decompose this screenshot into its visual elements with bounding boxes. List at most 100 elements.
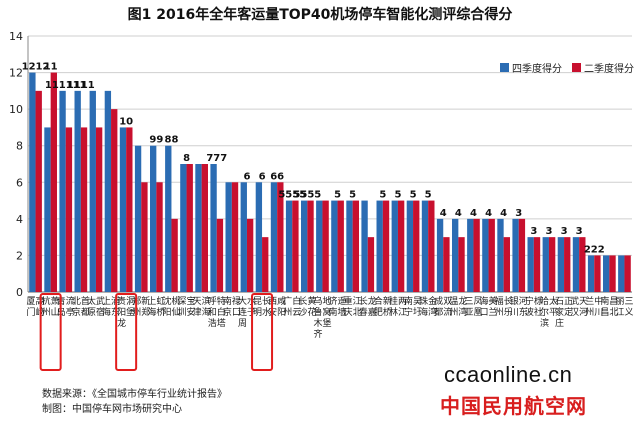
x-tick-label: 东 [519,306,528,318]
bar [201,164,208,292]
x-tick-label: 厦 [27,296,36,307]
x-tick-label: 木 [313,317,322,329]
bar [421,200,429,292]
x-tick-label: 三 [624,297,633,307]
bar [65,127,73,292]
bar [285,200,293,292]
x-tick-label: 云 [292,308,301,318]
x-tick-label: 口 [480,308,489,318]
bar [180,164,187,292]
bar [382,200,390,292]
x-tick-label: 北 [609,307,618,318]
x-tick-label: 宁 [404,306,413,318]
bar [50,72,57,292]
x-tick-label: 长 [262,295,271,307]
x-tick-label: 周 [238,318,247,329]
x-tick-label: 宝 [187,295,196,307]
x-tick-label: 咸 [277,295,286,307]
y-tick-label: 4 [16,213,23,226]
x-tick-label: 圳 [178,307,187,318]
x-tick-label: 江 [615,307,624,318]
bar [119,127,127,292]
x-tick-label: 三 [464,297,473,307]
bar [587,255,595,292]
x-tick-label: 海 [419,306,428,318]
y-tick-label: 12 [9,67,23,80]
bar [579,237,586,292]
bar-value-label: 4 [455,208,462,219]
bar-value-label: 10 [119,116,133,127]
bar [436,218,444,292]
x-tick-label: 林 [389,306,398,318]
bar [89,90,96,292]
legend-series-1: 四季度得分 [500,60,562,75]
x-tick-label: 义 [624,307,633,318]
bar [225,182,232,292]
x-tick-label: 石 [555,297,564,307]
x-tick-label: 乌 [313,295,322,307]
x-tick-label: 定 [564,306,573,318]
bar [150,145,157,292]
bar [316,200,323,292]
x-tick-label: 庄 [555,317,564,329]
x-tick-label: 流 [443,306,452,318]
bar [397,200,405,292]
x-tick-label: 洞 [126,296,135,307]
x-tick-label: 宁 [525,295,534,307]
bar [564,237,571,292]
x-tick-label: 天 [193,297,202,307]
y-tick-label: 0 [16,286,23,299]
bar-value-label: 777 [206,153,227,164]
bar [301,200,308,292]
x-tick-label: 庆 [344,306,353,318]
legend-label-q4: 四季度得分 [512,64,562,75]
y-tick-label: 6 [16,176,23,189]
x-tick-label: 堡 [126,306,135,318]
bar [80,127,88,292]
x-tick-label: 武 [570,295,579,307]
brand-url: ccaonline.cn [444,362,573,387]
x-tick-label: 都 [434,307,443,318]
bar [35,90,42,292]
bar [572,237,580,292]
x-tick-label: 杭 [42,295,51,307]
bar-value-label: 5 [334,190,341,201]
x-tick-label: 海 [147,306,156,318]
x-tick-label: 山 [51,307,60,318]
x-tick-label: 虹 [156,296,165,307]
bar [533,237,541,292]
bar [95,127,103,292]
x-tick-label: 嘉 [368,306,377,318]
x-tick-label: 太 [549,295,558,307]
x-tick-label: 州 [42,307,51,318]
bar [473,218,480,292]
bar-value-label: 3 [561,226,568,237]
x-tick-label: 墙 [338,306,347,318]
x-tick-label: 汉 [570,307,579,318]
x-tick-label: 合 [374,295,383,307]
bar [29,72,36,292]
made-by-note: 制图：中国停车网市场研究中心 [42,404,182,415]
x-tick-label: 银 [510,295,519,307]
bar-value-label: 222 [584,244,605,255]
x-tick-label: 家 [555,306,564,318]
x-tick-label: 河 [519,295,528,307]
bar [126,127,133,292]
x-tick-label: 正 [564,297,573,307]
x-tick-label: 南 [329,306,338,318]
x-tick-label: 津 [193,307,202,318]
x-tick-label: 太 [87,295,96,307]
bar [413,200,420,292]
x-tick-label: 温 [449,296,458,307]
x-tick-label: 南 [600,295,609,307]
x-tick-label: 遥 [338,295,347,307]
bar [74,90,81,292]
x-tick-label: 堡 [322,317,331,329]
bar [262,237,269,292]
bar [609,255,616,292]
bar-value-label: 6 [243,171,250,182]
bar [165,145,172,292]
x-tick-label: 新 [141,295,150,307]
x-tick-label: 两 [398,296,407,307]
